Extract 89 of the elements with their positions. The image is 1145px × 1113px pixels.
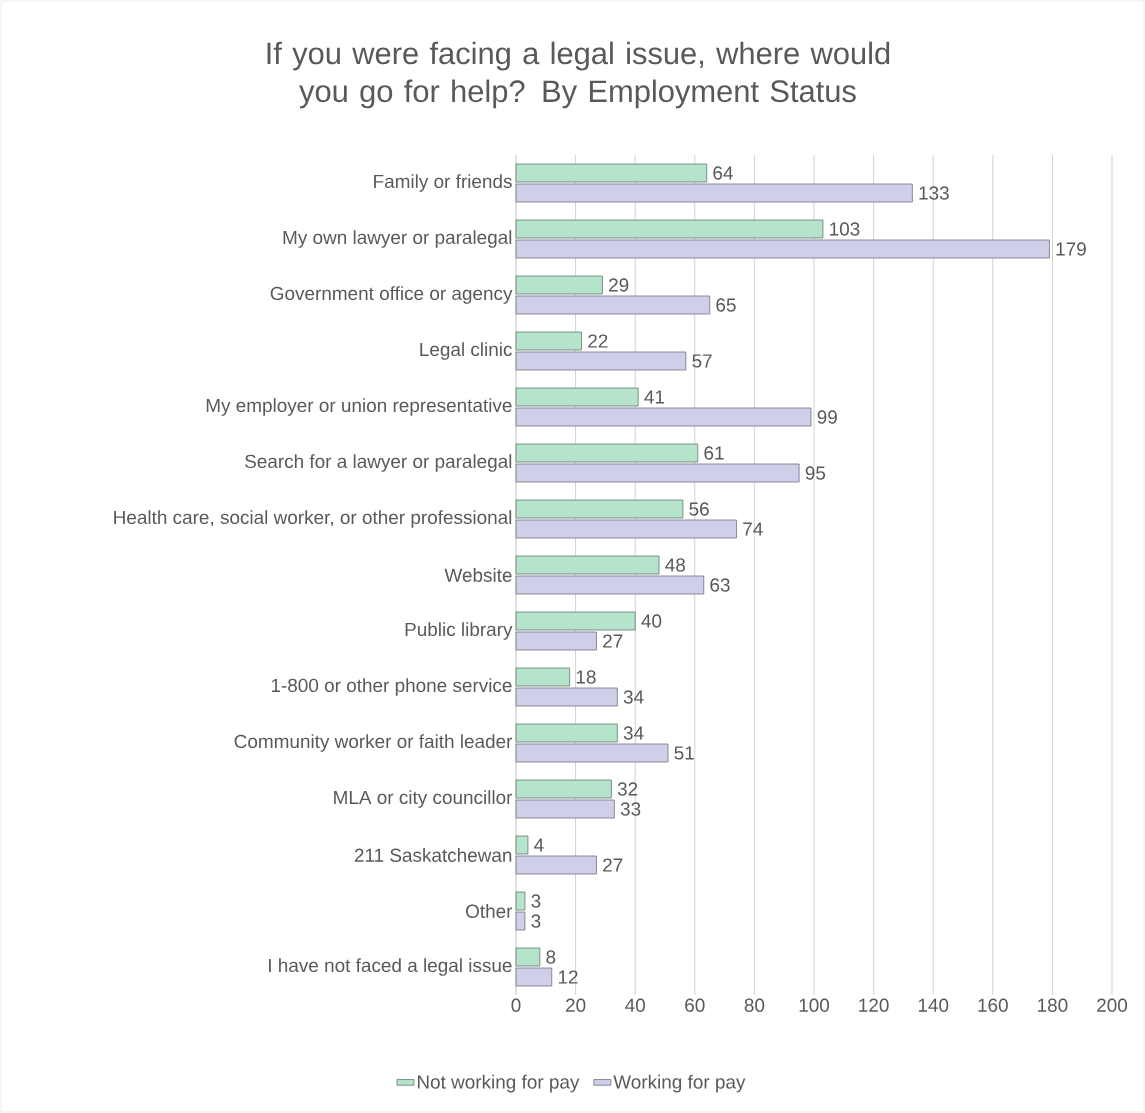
data-label: 99 xyxy=(817,410,837,424)
data-label: 61 xyxy=(704,446,724,460)
data-label: 22 xyxy=(588,334,608,348)
bar xyxy=(515,407,812,427)
bar xyxy=(515,239,1050,259)
bar xyxy=(515,779,612,799)
chart-title: If you were facing a legal issue, where would you go for help? By Employment Status xyxy=(267,41,890,109)
x-tick-label: 60 xyxy=(685,998,705,1012)
bar xyxy=(515,687,618,707)
y-tick-label: Website xyxy=(444,568,512,582)
data-label: 8 xyxy=(546,950,556,964)
data-label: 12 xyxy=(558,970,578,984)
data-label: 34 xyxy=(623,690,644,704)
data-label: 41 xyxy=(644,390,665,404)
data-label: 48 xyxy=(665,558,685,572)
data-label: 65 xyxy=(716,298,736,312)
data-label: 103 xyxy=(830,222,860,236)
y-tick-label: 211 Saskatchewan xyxy=(354,848,512,862)
bar xyxy=(515,443,699,463)
x-tick-label: 40 xyxy=(625,998,645,1012)
bar xyxy=(515,351,687,371)
x-tick-label: 80 xyxy=(744,998,765,1012)
data-label: 57 xyxy=(692,354,712,368)
y-tick-label: Search for a lawyer or paralegal xyxy=(245,454,512,472)
bar xyxy=(515,163,708,183)
data-label: 56 xyxy=(689,502,709,516)
data-label: 133 xyxy=(919,186,949,200)
bar xyxy=(515,667,571,687)
bar xyxy=(515,967,553,987)
bar xyxy=(515,891,526,911)
legend-label: Working for pay xyxy=(613,1074,746,1093)
y-tick-label: Other xyxy=(466,904,513,918)
bar xyxy=(515,275,603,295)
bar xyxy=(515,631,597,651)
bar xyxy=(515,575,705,595)
data-label: 27 xyxy=(603,634,623,648)
data-label: 40 xyxy=(641,614,662,628)
data-label: 179 xyxy=(1056,242,1086,256)
data-label: 32 xyxy=(617,782,638,796)
data-label: 27 xyxy=(603,858,623,872)
bar xyxy=(515,183,913,203)
data-label: 3 xyxy=(531,914,541,928)
bar xyxy=(515,331,582,351)
bar xyxy=(515,723,618,743)
bar xyxy=(515,387,639,407)
y-tick-label: Health care, social worker, or other professional xyxy=(114,510,512,528)
data-label: 3 xyxy=(531,894,541,908)
data-label: 4 xyxy=(534,838,544,852)
y-tick-label: Government office or agency xyxy=(270,286,513,304)
bar xyxy=(515,835,529,855)
x-tick-label: 180 xyxy=(1038,998,1068,1012)
y-tick-label: 1-800 or other phone service xyxy=(271,678,512,696)
data-label: 63 xyxy=(710,578,730,592)
x-tick-label: 100 xyxy=(799,998,830,1012)
bar xyxy=(515,499,684,519)
y-tick-label: My own lawyer or paralegal xyxy=(283,230,512,248)
data-label: 34 xyxy=(623,726,644,740)
bar xyxy=(515,799,615,819)
x-tick-label: 140 xyxy=(918,998,949,1012)
bar xyxy=(515,555,660,575)
y-tick-label: Public library xyxy=(405,622,513,640)
y-tick-label: I have not faced a legal issue xyxy=(269,958,512,976)
y-tick-label: Community worker or faith leader xyxy=(234,734,513,752)
data-label: 33 xyxy=(620,802,641,816)
x-tick-label: 0 xyxy=(511,998,521,1012)
bar xyxy=(515,295,711,315)
y-tick-label: Family or friends xyxy=(374,174,512,192)
y-tick-label: My employer or union representative xyxy=(206,398,512,416)
x-tick-label: 120 xyxy=(859,998,889,1012)
bar xyxy=(515,519,737,539)
data-label: 51 xyxy=(674,746,694,760)
y-tick-label: Legal clinic xyxy=(420,342,512,360)
x-tick-label: 200 xyxy=(1097,998,1128,1012)
bar xyxy=(515,219,824,239)
data-label: 95 xyxy=(805,466,826,480)
y-tick-label: MLA or city councillor xyxy=(334,790,513,808)
legend-label: Not working for pay xyxy=(417,1074,580,1093)
bar xyxy=(515,855,597,875)
bar xyxy=(515,743,669,763)
x-tick-label: 20 xyxy=(566,998,586,1012)
bar xyxy=(515,947,541,967)
data-label: 29 xyxy=(609,278,629,292)
data-label: 74 xyxy=(743,522,763,536)
bar xyxy=(515,911,526,931)
data-label: 64 xyxy=(713,166,733,180)
data-label: 18 xyxy=(576,670,596,684)
x-tick-label: 160 xyxy=(978,998,1008,1012)
bar xyxy=(515,611,636,631)
bar xyxy=(515,463,800,483)
